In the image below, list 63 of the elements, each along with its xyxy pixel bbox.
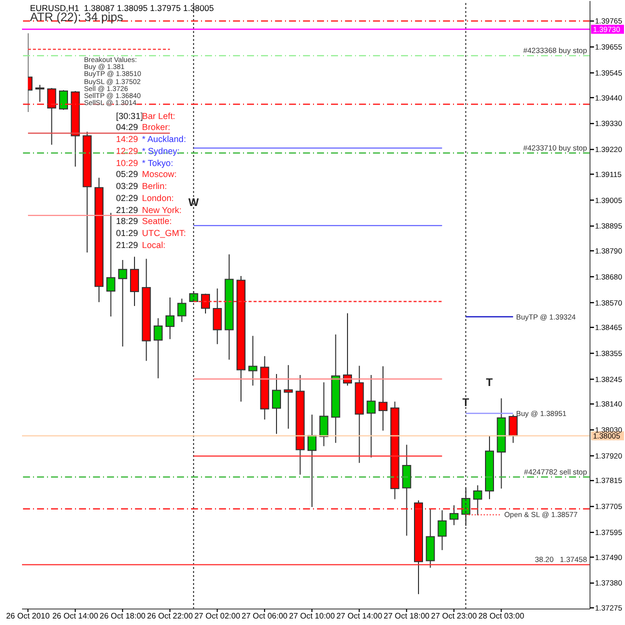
- candlestick: [130, 256, 139, 306]
- candlestick: [319, 382, 328, 447]
- candlestick: [248, 335, 258, 386]
- annotation: New York:: [142, 204, 182, 215]
- annotation: 12:29: [116, 146, 138, 156]
- annotation: 02:29: [116, 192, 138, 203]
- annotation: * Tokyo:: [142, 158, 174, 168]
- annotation: * Sydney:: [142, 146, 180, 156]
- x-tick-label: 27 Oct 02:00: [194, 612, 241, 621]
- annotation: 21:29: [116, 240, 138, 250]
- candlestick: [35, 84, 44, 102]
- x-tick-label: 26 Oct 18:00: [100, 612, 146, 621]
- candlestick: [212, 288, 222, 345]
- candlestick: [508, 414, 518, 444]
- chart-title: EURUSD,H1 1.38087 1.38095 1.37975 1.38005: [30, 3, 214, 13]
- candlestick: [366, 374, 376, 458]
- candlestick: [343, 312, 352, 386]
- annotation: 04:29: [116, 122, 138, 132]
- x-tick-label: 26 Oct 2010: [6, 612, 50, 621]
- annotation: Local:: [142, 240, 166, 250]
- annotation: 01:29: [116, 228, 138, 238]
- x-tick-label: 27 Oct 10:00: [289, 612, 336, 621]
- x-tick-label: 27 Oct 18:00: [384, 612, 430, 621]
- annotation: London:: [142, 192, 174, 203]
- candlestick: [201, 293, 210, 314]
- annotation: Berlin:: [142, 181, 167, 192]
- x-tick-label: 28 Oct 03:00: [478, 612, 525, 621]
- candlestick: [308, 414, 316, 508]
- candlestick: [118, 259, 128, 347]
- annotation: UTC_GMT:: [142, 228, 186, 238]
- annotation: T: [486, 377, 493, 389]
- annotation: 14:29: [116, 134, 138, 144]
- candlestick: [272, 374, 281, 434]
- x-tick-label: 27 Oct 06:00: [242, 612, 288, 621]
- annotation: 21:29: [116, 204, 138, 215]
- candlestick: [438, 510, 447, 551]
- annotation: W: [188, 197, 199, 209]
- x-tick-label: 27 Oct 14:00: [336, 612, 383, 621]
- candlestick: [378, 366, 388, 432]
- candlestick: [166, 296, 174, 340]
- x-tick-label: 27 Oct 23:00: [431, 612, 478, 621]
- candlestick: [473, 484, 482, 516]
- annotation: 05:29: [116, 169, 138, 180]
- candlestick: [450, 504, 458, 526]
- annotation: 18:29: [116, 216, 138, 226]
- candlestick: [284, 364, 293, 430]
- candlestick: [106, 212, 116, 318]
- annotation: Broker:: [142, 122, 170, 132]
- annotation: Moscow:: [142, 169, 177, 180]
- annotation: 03:29: [116, 181, 138, 192]
- candlestick: [59, 90, 68, 110]
- annotation: 10:29: [116, 158, 138, 168]
- annotation: * Auckland:: [142, 134, 186, 144]
- annotation: [30:31]: [116, 110, 143, 121]
- candlestick: [47, 87, 56, 146]
- annotation: Seattle:: [142, 216, 172, 226]
- annotation: Bar Left:: [142, 110, 176, 121]
- candlestick: [154, 318, 163, 379]
- candlestick: [177, 298, 186, 322]
- annotation: T: [462, 397, 470, 409]
- x-tick-label: 26 Oct 22:00: [147, 612, 194, 621]
- candlestick: [402, 444, 412, 536]
- x-tick-label: 26 Oct 14:00: [52, 612, 99, 621]
